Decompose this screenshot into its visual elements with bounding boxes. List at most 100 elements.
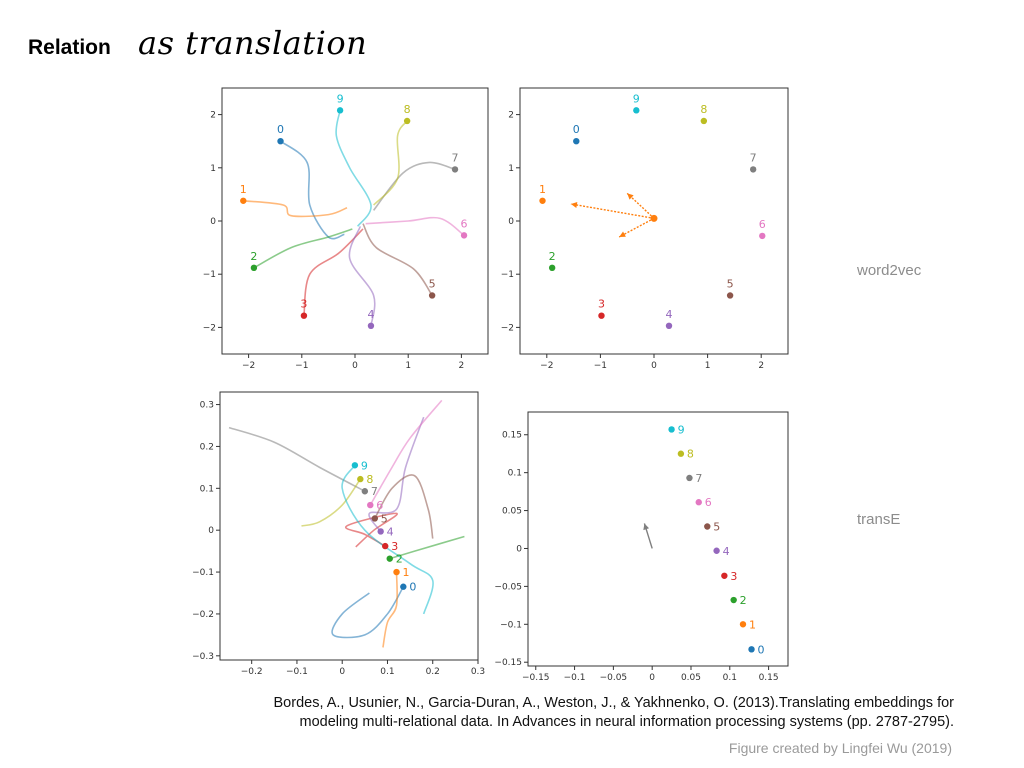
y-tick-label: 0.05 (502, 507, 522, 517)
data-point-label: 2 (549, 250, 556, 263)
citation-line-2: modeling multi-relational data. In Advan… (299, 714, 954, 730)
data-point-label: 2 (396, 553, 403, 566)
transe-translation-plot: −0.15 −0.1 −0.05 0 0.05 0.1 0.15−0.15−0.1−0.05… (494, 411, 789, 683)
data-point-label: 5 (713, 520, 720, 533)
data-point (250, 264, 258, 272)
x-tick-label: 0 (649, 673, 655, 683)
row-label-transe: transE (857, 511, 901, 528)
arrow-head (627, 193, 634, 200)
data-point (400, 583, 407, 590)
y-tick-label: 0 (508, 217, 514, 227)
data-point-label: 1 (240, 183, 247, 196)
x-tick-label: −1 (594, 361, 607, 371)
data-point-label: 7 (371, 485, 378, 498)
data-point (539, 197, 546, 204)
data-point (357, 475, 364, 483)
data-point (713, 547, 720, 554)
data-point-label: 0 (573, 123, 580, 136)
data-point (451, 166, 459, 173)
y-tick-label: −2 (203, 323, 216, 333)
y-tick-label: −1 (203, 270, 216, 280)
y-tick-label: 0.15 (502, 431, 522, 441)
y-tick-label: 0.1 (508, 469, 522, 479)
data-point-label: 5 (381, 512, 388, 525)
trajectory-line (303, 228, 364, 316)
data-point (633, 107, 640, 114)
trajectory-line (243, 199, 348, 218)
x-tick-label: −0.1 (564, 673, 586, 683)
data-point (428, 292, 436, 299)
trajectory-line (228, 426, 366, 492)
trajectory-line (331, 586, 405, 639)
data-point (748, 646, 755, 653)
x-tick-label: 2 (459, 361, 465, 371)
y-tick-label: −0.3 (192, 652, 214, 662)
row-label-word2vec: word2vec (857, 262, 922, 279)
data-point (726, 292, 734, 299)
data-point (393, 568, 400, 576)
data-point-label: 1 (749, 618, 756, 631)
data-point (367, 501, 374, 509)
data-point-label: 6 (461, 217, 468, 230)
data-point-label: 5 (429, 277, 436, 290)
x-tick-label: 0 (352, 361, 358, 371)
arrow-head (619, 231, 626, 237)
data-point (240, 197, 247, 204)
data-point-label: 8 (687, 448, 694, 461)
data-point-label: 8 (700, 103, 707, 116)
data-point (677, 450, 685, 457)
data-point-label: 3 (300, 298, 307, 311)
data-point (700, 117, 708, 125)
data-point-label: 9 (633, 92, 640, 105)
data-point (749, 166, 757, 173)
data-point (377, 528, 384, 535)
data-point-label: 3 (598, 298, 605, 311)
x-tick-label: −2 (540, 361, 553, 371)
y-tick-label: −0.1 (500, 620, 522, 630)
x-tick-label: −1 (295, 361, 308, 371)
trajectory-line (382, 572, 398, 648)
trajectory-line (389, 535, 465, 560)
data-point (386, 555, 393, 562)
y-tick-label: 2 (508, 111, 514, 121)
trajectory-line (301, 478, 361, 527)
arrow-origin-point (650, 214, 658, 222)
data-point (598, 312, 605, 319)
translation-arrow (626, 192, 655, 219)
data-point-label: 9 (337, 92, 344, 105)
data-point-label: 6 (705, 496, 712, 509)
arrow-head (643, 523, 650, 531)
data-point-label: 8 (404, 103, 411, 116)
y-tick-label: −2 (501, 323, 514, 333)
x-tick-label: 0.1 (380, 667, 394, 677)
data-point-label: 3 (391, 540, 398, 553)
y-tick-label: 0 (210, 217, 216, 227)
data-point (382, 542, 389, 550)
y-tick-label: −0.2 (192, 610, 214, 620)
trajectory-line (369, 399, 443, 506)
data-point (730, 596, 737, 604)
data-point (351, 462, 359, 469)
data-point-label: 4 (387, 525, 394, 538)
data-point-label: 5 (727, 277, 734, 290)
trajectory-line (335, 110, 372, 227)
y-tick-label: 1 (210, 164, 216, 174)
trajectory-line (348, 226, 376, 326)
word2vec-translation-plot: −2 −1 0 1 2 −2 −1 0 1 2 0 1 2 3 4 5 6 7 8 9 (501, 87, 789, 371)
trajectory-line (253, 228, 353, 269)
data-point-label: 6 (376, 499, 383, 512)
x-tick-label: 0.2 (426, 667, 440, 677)
x-tick-label: 0 (339, 667, 345, 677)
x-tick-label: 0.15 (759, 673, 779, 683)
trajectory-line (374, 474, 434, 539)
data-point (695, 499, 702, 506)
x-tick-label: −0.05 (600, 673, 628, 683)
data-point (665, 322, 673, 330)
data-point (668, 426, 675, 433)
data-point-label: 6 (759, 218, 766, 231)
data-point (367, 322, 375, 330)
data-point (721, 572, 728, 579)
citation: Bordes, A., Usunier, N., Garcia-Duran, A… (150, 694, 955, 732)
figure-credit: Figure created by Lingfei Wu (2019) (728, 740, 952, 756)
transe-trajectory-plot: −0.2 −0.1 0 0.1 0.2 0.3 −0.3 −0.2 −0.1 0 0.1 0.2 0.3… (192, 391, 485, 677)
